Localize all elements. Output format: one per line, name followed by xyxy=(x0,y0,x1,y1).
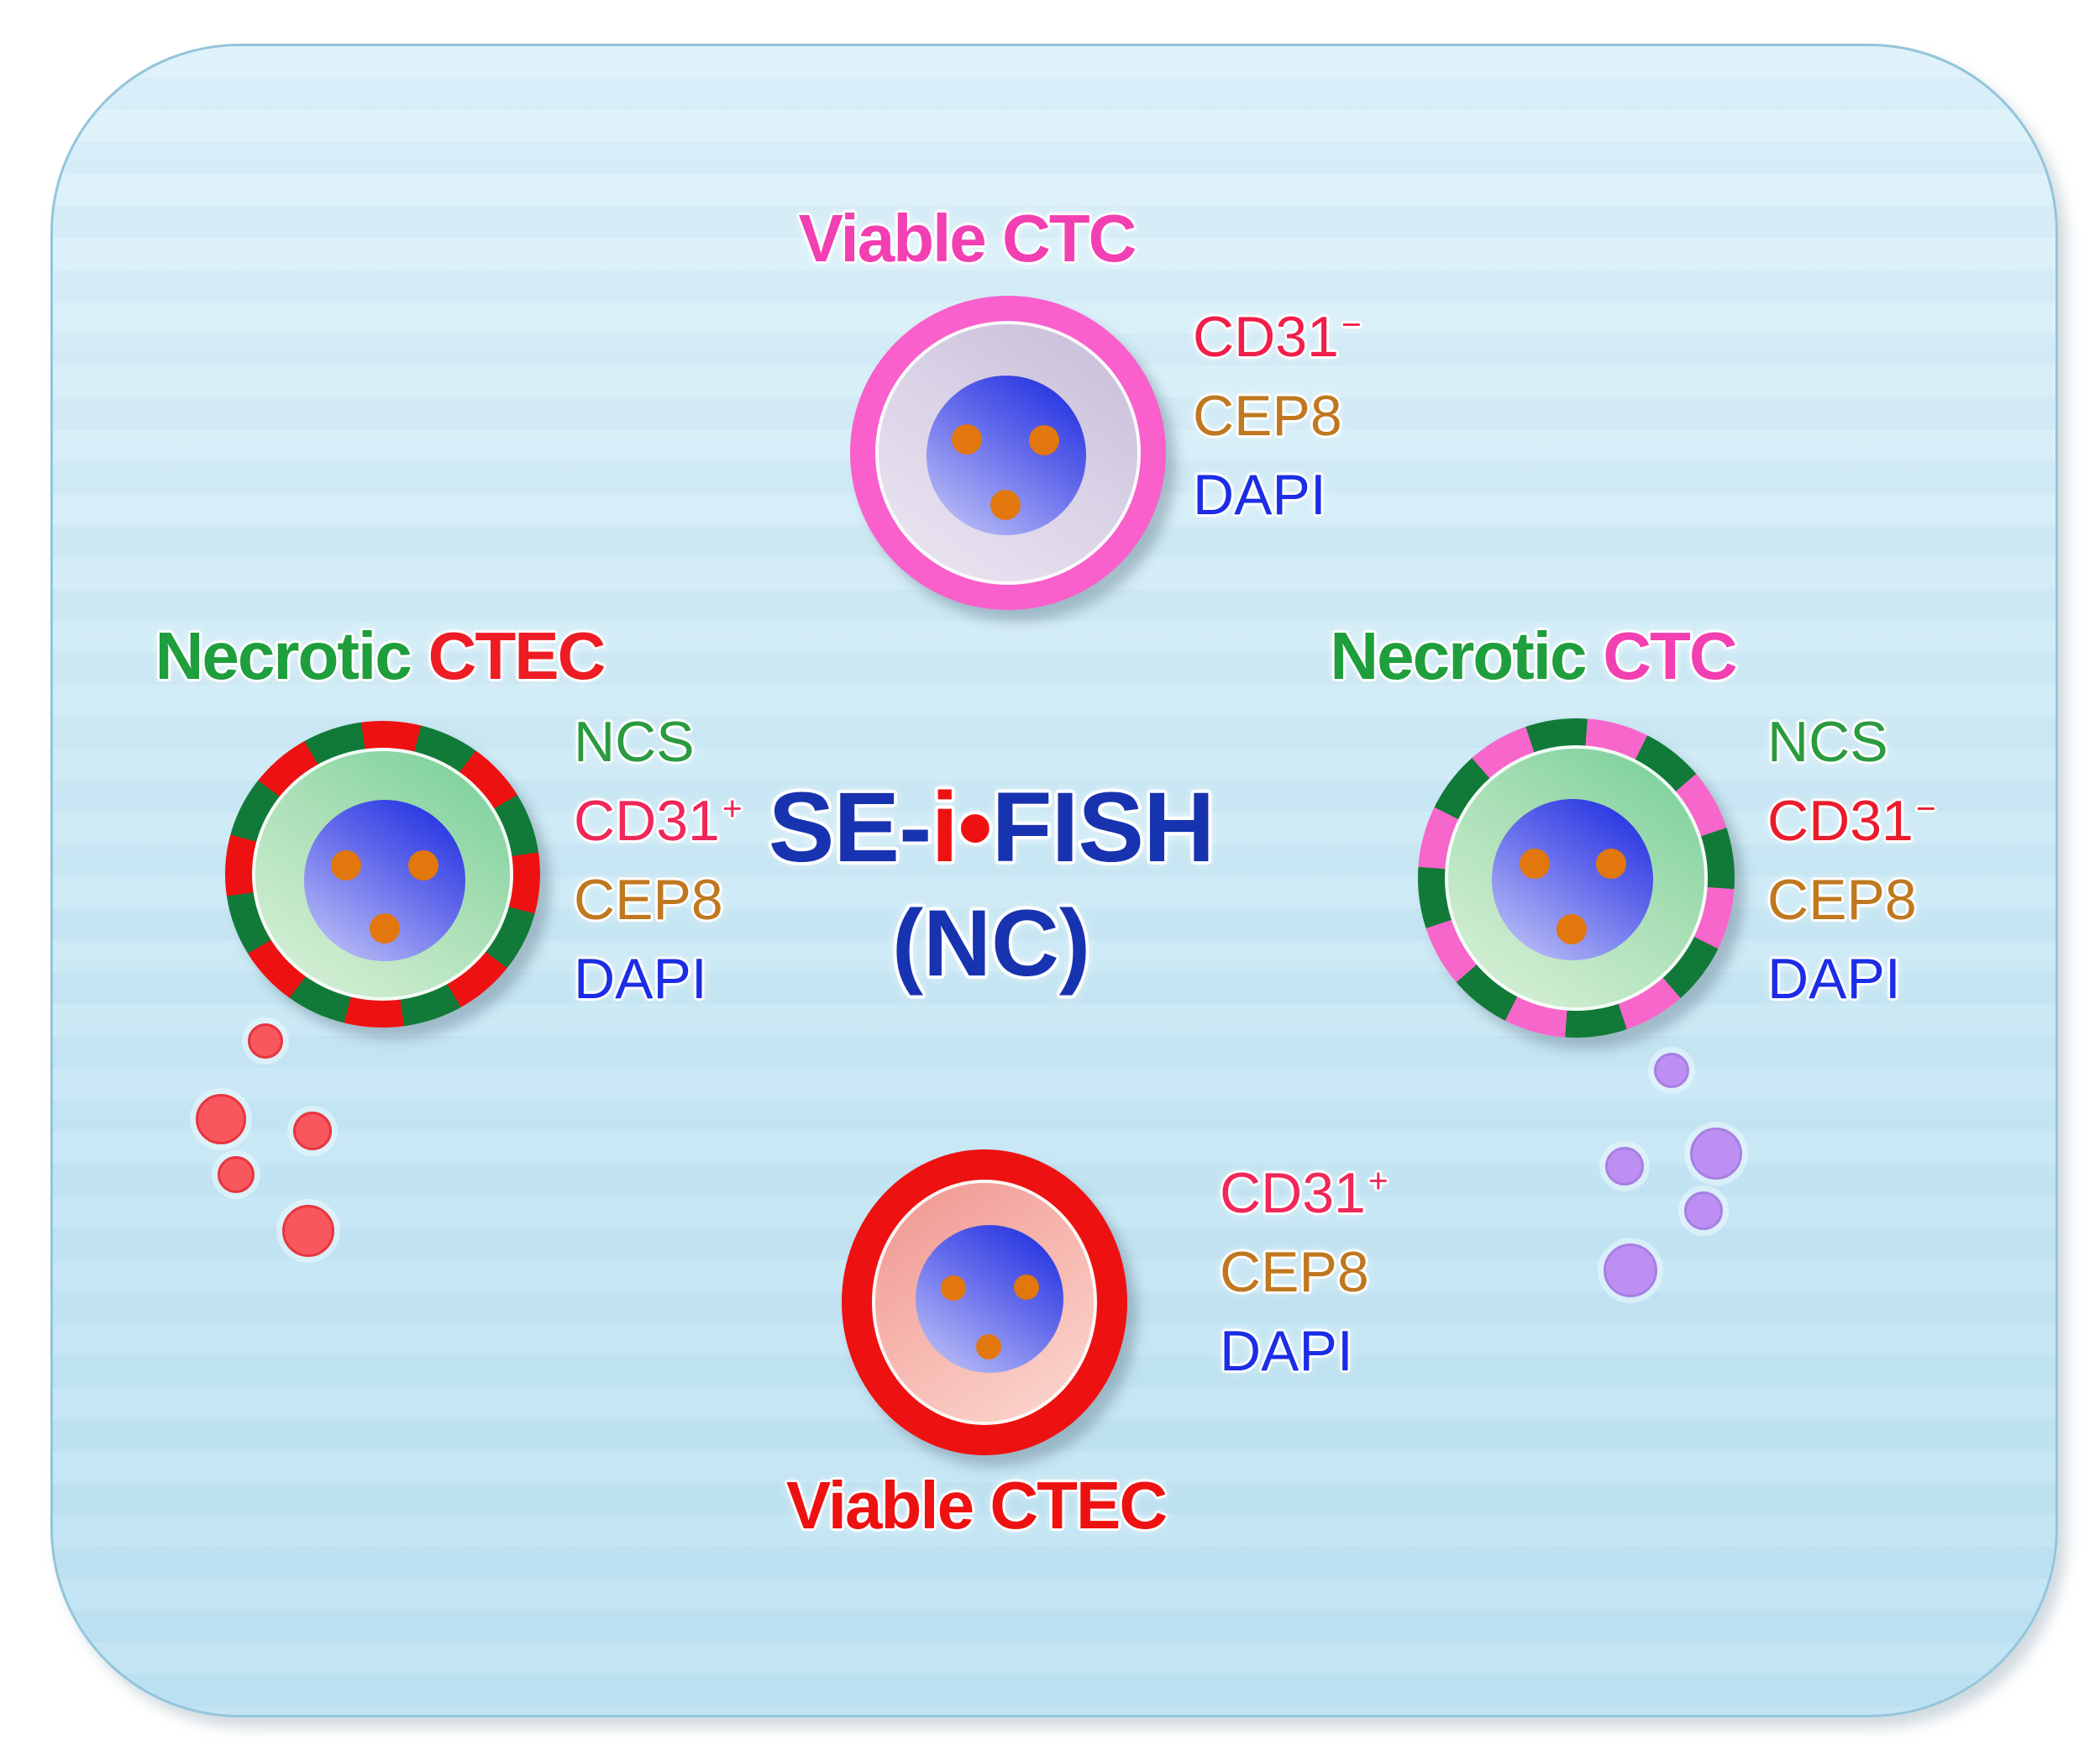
cep8-signal-dot xyxy=(331,850,361,881)
cep8-signal-dot xyxy=(976,1334,1001,1359)
marker-labels-necrotic-ctc: NCS CD31− CEP8 DAPI xyxy=(1767,712,1936,1008)
title-necrotic-ctec: Necrotic CTEC xyxy=(155,618,606,693)
label-ncs: NCS xyxy=(574,710,695,774)
marker-labels-viable-ctec: CD31+ CEP8 DAPI xyxy=(1220,1164,1389,1380)
label-cd31-negative: CD31− xyxy=(1193,305,1362,369)
red-debris-dot xyxy=(196,1094,246,1144)
cep8-signal-dot xyxy=(1014,1275,1039,1300)
cep8-signal-dot xyxy=(408,850,438,881)
cytoplasm xyxy=(875,321,1141,585)
label-cep8: CEP8 xyxy=(574,868,723,932)
red-debris-dot xyxy=(293,1112,332,1150)
cep8-signal-dot xyxy=(370,913,400,944)
label-cep8: CEP8 xyxy=(1220,1240,1369,1304)
figure-title-line2: (NC) xyxy=(891,891,1091,996)
cep8-signal-dot xyxy=(941,1275,966,1301)
label-cd31-positive: CD31+ xyxy=(1220,1161,1389,1225)
purple-debris-dot xyxy=(1684,1191,1723,1230)
purple-debris-dot xyxy=(1605,1147,1644,1186)
cell-necrotic-ctec xyxy=(225,721,540,1028)
label-dapi: DAPI xyxy=(1193,463,1326,527)
cell-necrotic-ctc xyxy=(1418,718,1735,1038)
red-debris-dot xyxy=(248,1023,283,1059)
label-cep8: CEP8 xyxy=(1193,384,1342,448)
cep8-signal-dot xyxy=(1029,425,1059,455)
title-necrotic-ctc: Necrotic CTC xyxy=(1330,618,1737,693)
title-viable-ctc: Viable CTC xyxy=(798,201,1137,276)
label-ncs: NCS xyxy=(1767,710,1888,774)
marker-labels-necrotic-ctec: NCS CD31+ CEP8 DAPI xyxy=(574,712,743,1008)
title-viable-ctec: Viable CTEC xyxy=(785,1468,1168,1543)
cep8-signal-dot xyxy=(990,490,1021,520)
cell-viable-ctc xyxy=(850,296,1166,610)
red-dot-glyph: • xyxy=(958,772,992,883)
cep8-signal-dot xyxy=(1520,849,1550,879)
cep8-signal-dot xyxy=(1596,849,1626,879)
figure-title: SE-i•FISH (NC) xyxy=(769,777,1215,994)
marker-labels-viable-ctc: CD31− CEP8 DAPI xyxy=(1193,308,1362,524)
cep8-signal-dot xyxy=(1557,914,1587,944)
purple-debris-dot xyxy=(1654,1053,1689,1088)
label-cd31-negative: CD31− xyxy=(1767,789,1936,853)
label-dapi: DAPI xyxy=(1220,1319,1353,1383)
purple-debris-dot xyxy=(1690,1128,1742,1180)
purple-debris-dot xyxy=(1604,1244,1657,1297)
label-cd31-positive: CD31+ xyxy=(574,789,743,853)
label-dapi: DAPI xyxy=(574,947,707,1011)
figure-title-line1: SE-i•FISH xyxy=(768,772,1215,883)
label-dapi: DAPI xyxy=(1767,947,1901,1011)
label-cep8: CEP8 xyxy=(1767,868,1917,932)
red-debris-dot xyxy=(282,1205,334,1257)
cep8-signal-dot xyxy=(952,424,982,455)
cell-viable-ctec xyxy=(842,1149,1127,1455)
red-debris-dot xyxy=(218,1156,255,1193)
